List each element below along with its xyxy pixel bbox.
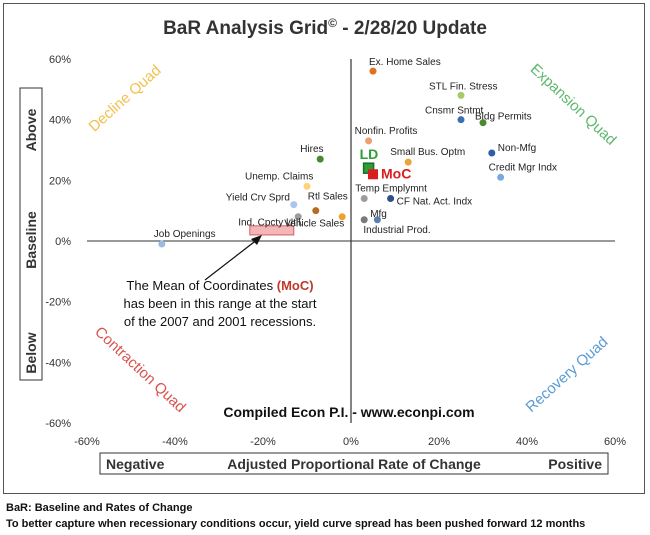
point-nonfin-profits xyxy=(365,137,373,145)
point-ex-home-sales xyxy=(369,67,377,75)
y-tick-label: 20% xyxy=(49,175,71,187)
point-label-industrial-prod: Industrial Prod. xyxy=(363,225,430,236)
point-non-mfg xyxy=(488,149,496,157)
x-axis-label-right: Positive xyxy=(548,456,602,472)
marker-label-ld: LD xyxy=(360,146,379,162)
moc-range-box xyxy=(249,225,295,236)
x-tick-label: 40% xyxy=(516,436,538,448)
point-temp-emplymnt xyxy=(360,195,368,203)
scatter-chart: BaR Analysis Grid© - 2/28/20 Update-60% -… xyxy=(19,16,626,475)
footer-definition: BaR: Baseline and Rates of Change xyxy=(6,502,193,514)
x-axis-label: Adjusted Proportional Rate of Change xyxy=(227,456,481,472)
point-label-rtl-sales: Rtl Sales xyxy=(308,192,348,203)
point-label-nonfin-profits: Nonfin. Profits xyxy=(355,126,418,137)
point-hires xyxy=(316,155,324,163)
point-rtl-sales xyxy=(312,207,320,215)
y-axis-label-bottom: Below xyxy=(23,332,39,373)
x-tick-label: 20% xyxy=(428,436,450,448)
annotation-arrow-line xyxy=(204,238,259,281)
y-tick-label: -40% xyxy=(45,357,71,369)
point-label-non-mfg: Non-Mfg xyxy=(498,143,536,154)
y-axis-label-top: Above xyxy=(23,108,39,151)
quadrant-label-contraction: Contraction Quad xyxy=(91,323,189,416)
point-unemp-claims xyxy=(303,182,311,190)
point-stl-fin-stress xyxy=(457,91,465,99)
point-small-bus-optm xyxy=(404,158,412,166)
point-bldg-permits xyxy=(479,119,487,127)
chart-frame xyxy=(3,3,645,494)
point-label-yield-crv-sprd: Yield Crv Sprd xyxy=(226,193,290,204)
point-label-cf-nat-act-indx: CF Nat. Act. Indx xyxy=(397,197,473,208)
y-tick-label: 60% xyxy=(49,54,71,66)
point-label-vehicle-sales: Vehicle Sales xyxy=(284,219,344,230)
chart-credit: Compiled Econ P.I. - www.econpi.com xyxy=(223,404,474,420)
point-cnsmr-sntmt xyxy=(457,116,465,124)
point-label-unemp-claims: Unemp. Claims xyxy=(245,171,313,182)
y-tick-label: -20% xyxy=(45,297,71,309)
annotation-line-1: The Mean of Coordinates (MoC) xyxy=(126,278,313,293)
point-label-mfg: Mfg xyxy=(370,209,387,220)
y-tick-label: 0% xyxy=(55,236,71,248)
point-label-cnsmr-sntmt: Cnsmr Sntmt xyxy=(425,106,484,117)
quadrant-label-decline: Decline Quad xyxy=(86,62,165,135)
point-label-job-openings: Job Openings xyxy=(154,229,216,240)
x-axis-label-left: Negative xyxy=(106,456,165,472)
marker-label-moc: MoC xyxy=(381,165,411,181)
point-label-ind-cpcty-util: Ind. Cpcty Util. xyxy=(238,218,303,229)
point-label-stl-fin-stress: STL Fin. Stress xyxy=(429,81,498,92)
y-axis-label-box xyxy=(19,87,43,381)
annotation-arrow-head xyxy=(251,235,262,245)
quadrant-label-expansion: Expansion Quad xyxy=(527,61,620,149)
footer-note: To better capture when recessionary cond… xyxy=(6,518,586,530)
x-tick-label: -20% xyxy=(250,436,276,448)
point-cf-nat-act-indx xyxy=(387,195,395,203)
point-label-bldg-permits: Bldg Permits xyxy=(475,112,532,123)
point-label-credit-mgr-indx: Credit Mgr Indx xyxy=(489,162,557,173)
point-label-small-bus-optm: Small Bus. Optm xyxy=(390,147,465,158)
y-axis-label: Baseline xyxy=(23,211,39,269)
x-tick-label: -60% xyxy=(74,436,100,448)
point-yield-crv-sprd xyxy=(290,201,298,209)
point-label-temp-emplymnt: Temp Emplymnt xyxy=(355,184,427,195)
annotation-line-2: has been in this range at the start xyxy=(124,296,317,311)
chart-title: BaR Analysis Grid© - 2/28/20 Update xyxy=(163,16,487,39)
y-tick-label: -60% xyxy=(45,418,71,430)
y-tick-label: 40% xyxy=(49,115,71,127)
x-tick-label: 60% xyxy=(604,436,626,448)
point-ind-cpcty-util xyxy=(294,213,302,221)
point-credit-mgr-indx xyxy=(497,173,505,181)
point-label-hires: Hires xyxy=(300,144,323,155)
point-job-openings xyxy=(158,240,166,248)
point-vehicle-sales xyxy=(338,213,346,221)
point-mfg xyxy=(360,216,368,224)
point-label-ex-home-sales: Ex. Home Sales xyxy=(369,57,441,68)
annotation-line-3: of the 2007 and 2001 recessions. xyxy=(124,314,316,329)
x-axis-label-box xyxy=(99,452,609,475)
marker-moc xyxy=(368,169,378,180)
quadrant-label-recovery: Recovery Quad xyxy=(523,333,612,415)
point-industrial-prod xyxy=(373,216,381,224)
x-tick-label: 0% xyxy=(343,436,359,448)
x-tick-label: -40% xyxy=(162,436,188,448)
